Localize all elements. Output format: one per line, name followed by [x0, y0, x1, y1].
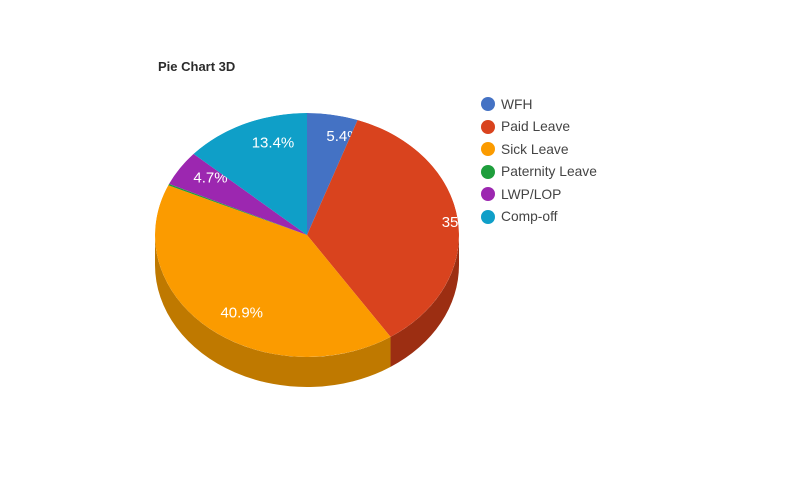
svg-text:13.4%: 13.4% — [252, 135, 295, 152]
svg-text:35.3%: 35.3% — [442, 214, 485, 231]
svg-text:40.9%: 40.9% — [220, 305, 263, 322]
